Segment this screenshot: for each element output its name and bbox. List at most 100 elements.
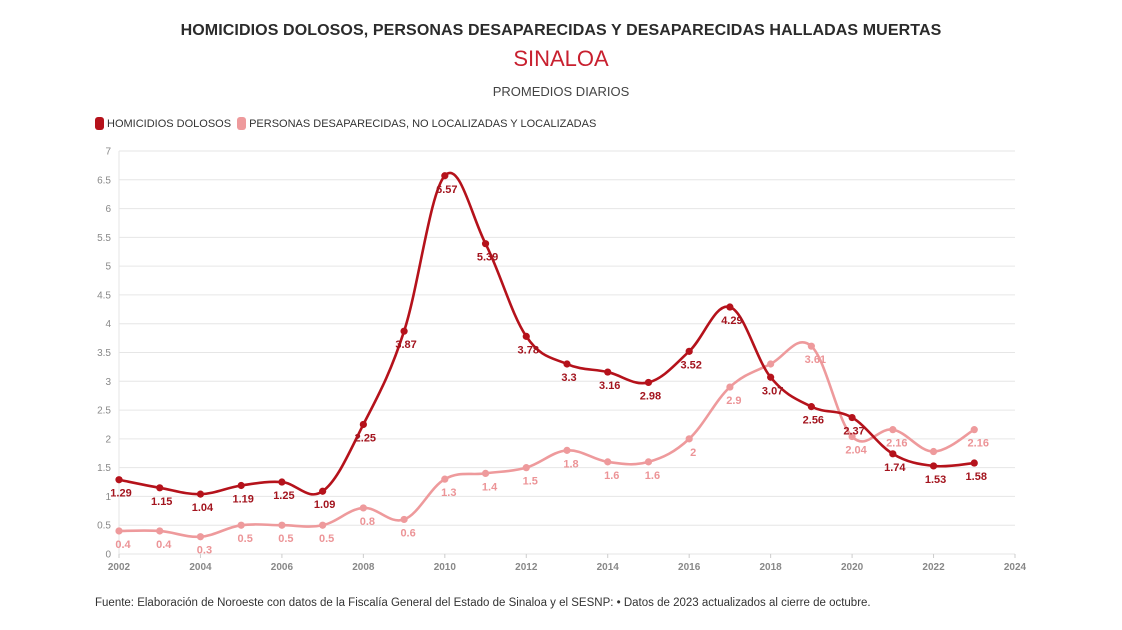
series-lines — [118, 171, 975, 539]
data-point[interactable] — [644, 378, 653, 387]
data-point[interactable] — [441, 475, 449, 483]
data-label: 2.98 — [640, 390, 661, 402]
data-point[interactable] — [726, 383, 734, 391]
data-point[interactable] — [278, 521, 286, 529]
data-point[interactable] — [196, 533, 205, 541]
data-label: 1.6 — [645, 470, 660, 482]
data-point[interactable] — [767, 373, 775, 381]
y-tick-label: 3.5 — [97, 348, 111, 359]
y-axis-ticks: 0 0.5 1 1.5 2 2.5 3 3.5 4 4.5 5 5.5 6 6.5 7 — [97, 147, 111, 561]
data-point[interactable] — [522, 464, 530, 472]
legend-swatch-homicidios — [95, 117, 104, 130]
data-point[interactable] — [685, 435, 693, 443]
data-label: 2.04 — [845, 445, 867, 457]
data-point[interactable] — [156, 527, 164, 535]
data-point[interactable] — [237, 521, 245, 529]
data-point[interactable] — [522, 332, 530, 340]
data-point[interactable] — [807, 342, 815, 350]
data-point[interactable] — [807, 403, 815, 411]
x-tick-label: 2014 — [597, 562, 620, 573]
data-label: 0.3 — [197, 545, 212, 557]
data-point[interactable] — [604, 368, 612, 376]
x-tick-label: 2006 — [271, 562, 294, 573]
data-point[interactable] — [481, 469, 490, 477]
data-label: 0.4 — [156, 539, 172, 551]
y-tick-label: 3 — [105, 377, 111, 388]
data-point[interactable] — [278, 478, 286, 486]
data-label: 1.29 — [110, 488, 131, 500]
x-tick-label: 2016 — [678, 562, 701, 573]
legend-item-desaparecidas[interactable]: PERSONAS DESAPARECIDAS, NO LOCALIZADAS Y… — [237, 117, 596, 130]
data-label: 0.5 — [238, 533, 253, 545]
data-labels: 0.4 0.4 0.3 0.5 0.5 0.5 0.8 0.6 1.3 1.4 1.5 1.8 1.6 1… — [110, 184, 989, 557]
x-tick-label: 2020 — [841, 562, 864, 573]
data-label: 2.16 — [886, 438, 907, 450]
y-tick-label: 2.5 — [97, 406, 111, 417]
data-point[interactable] — [563, 446, 571, 454]
series-line-1 — [118, 341, 975, 539]
y-tick-label: 1 — [105, 492, 111, 503]
data-point[interactable] — [115, 476, 123, 484]
data-label: 1.8 — [563, 458, 578, 470]
data-point[interactable] — [929, 447, 938, 456]
data-point[interactable] — [970, 426, 978, 434]
data-label: 1.09 — [314, 499, 335, 511]
x-tick-label: 2002 — [108, 562, 131, 573]
data-point[interactable] — [848, 432, 856, 441]
data-point[interactable] — [400, 515, 408, 524]
data-point[interactable] — [563, 360, 571, 368]
data-point[interactable] — [604, 458, 612, 466]
chart-title: HOMICIDIOS DOLOSOS, PERSONAS DESAPARECID… — [180, 22, 942, 39]
data-label: 1.5 — [523, 476, 538, 488]
data-point[interactable] — [889, 450, 897, 458]
data-label: 3.78 — [518, 344, 539, 356]
data-point[interactable] — [970, 459, 978, 467]
data-label: 0.5 — [319, 533, 334, 545]
data-label: 1.25 — [273, 490, 294, 502]
data-point[interactable] — [481, 240, 490, 248]
x-tick-label: 2018 — [760, 562, 783, 573]
y-tick-label: 7 — [105, 147, 111, 158]
data-label: 1.04 — [192, 502, 214, 514]
data-point[interactable] — [319, 487, 327, 495]
y-tick-label: 0.5 — [97, 521, 111, 532]
data-point[interactable] — [644, 458, 653, 466]
data-point[interactable] — [889, 426, 897, 434]
chart-caption: PROMEDIOS DIARIOS — [492, 84, 630, 99]
data-point[interactable] — [726, 303, 734, 311]
data-label: 5.39 — [477, 252, 498, 264]
data-label: 0.5 — [278, 533, 293, 545]
data-point[interactable] — [929, 462, 938, 470]
data-label: 1.4 — [482, 481, 498, 493]
y-tick-label: 6 — [105, 204, 111, 215]
data-point[interactable] — [767, 360, 775, 368]
legend-item-homicidios[interactable]: HOMICIDIOS DOLOSOS — [95, 117, 231, 130]
data-point[interactable] — [400, 327, 408, 335]
data-point[interactable] — [196, 490, 205, 498]
data-label: 3.87 — [395, 339, 416, 351]
data-point[interactable] — [115, 527, 123, 535]
legend: HOMICIDIOS DOLOSOS PERSONAS DESAPARECIDA… — [95, 117, 602, 130]
y-tick-label: 4 — [105, 319, 111, 330]
y-tick-label: 1.5 — [97, 463, 111, 474]
x-tick-label: 2008 — [352, 562, 375, 573]
data-label: 0.6 — [400, 527, 415, 539]
data-point[interactable] — [156, 484, 164, 492]
x-tick-label: 2010 — [434, 562, 457, 573]
data-label: 2.56 — [803, 415, 824, 427]
series-points — [115, 172, 978, 541]
data-point[interactable] — [319, 521, 327, 529]
data-point[interactable] — [848, 413, 856, 422]
data-label: 3.07 — [762, 385, 783, 397]
x-tick-label: 2022 — [922, 562, 945, 573]
data-label: 1.3 — [441, 487, 456, 499]
data-point[interactable] — [685, 347, 693, 355]
data-label: 3.3 — [561, 372, 576, 384]
x-tick-label: 2012 — [515, 562, 538, 573]
data-label: 3.52 — [680, 359, 701, 371]
data-point[interactable] — [237, 481, 245, 490]
data-point[interactable] — [441, 172, 449, 180]
data-point[interactable] — [359, 420, 367, 429]
data-label: 6.57 — [436, 184, 457, 196]
data-point[interactable] — [359, 504, 367, 512]
